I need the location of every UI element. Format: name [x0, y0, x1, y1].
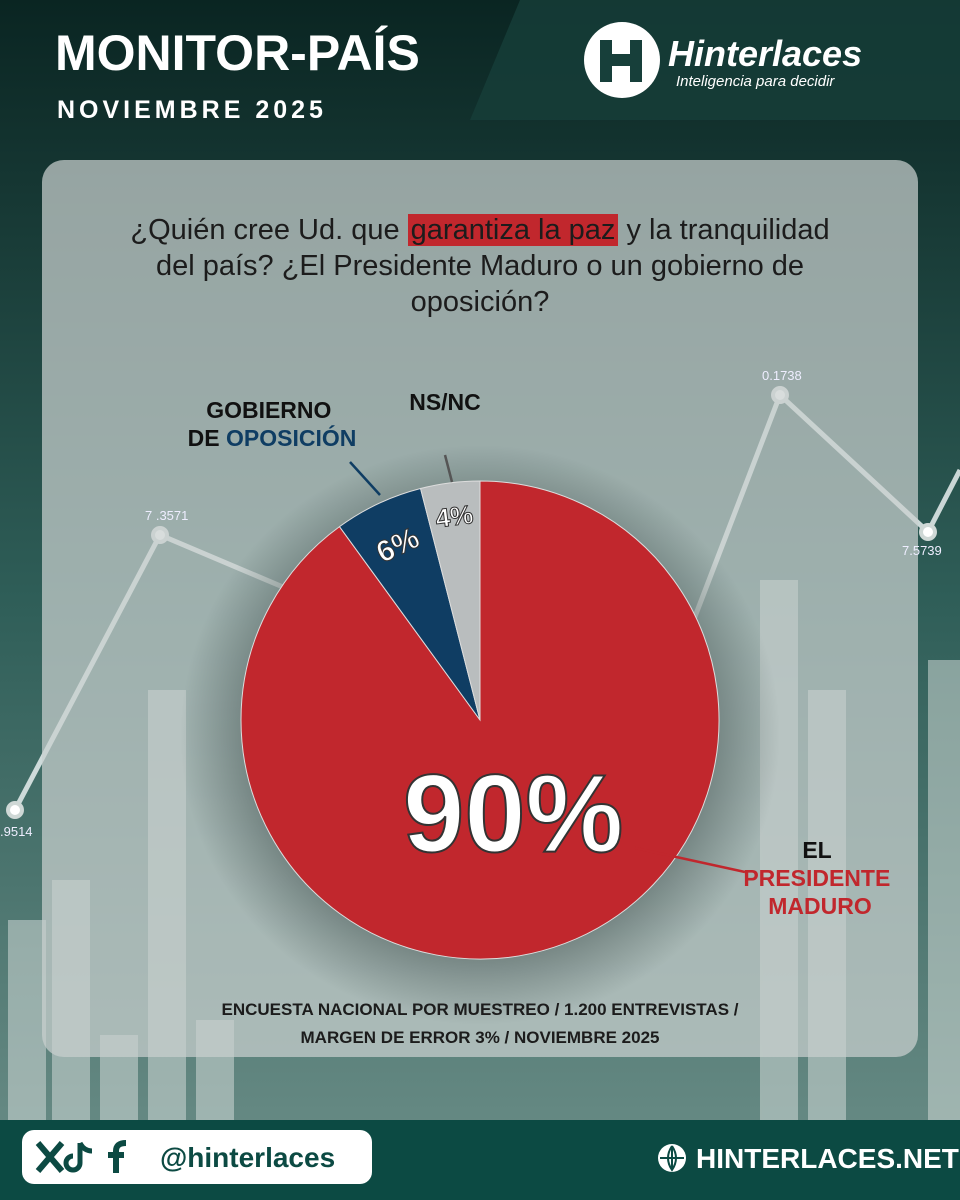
pie-slice	[419, 480, 481, 721]
category-label: EL PRESIDENTE MADURO	[743, 837, 896, 919]
note-line: MARGEN DE ERROR 3% / NOVIEMBRE 2025	[301, 1028, 660, 1047]
bg-label: 0.1738	[762, 368, 802, 383]
header-title: MONITOR-PAÍS	[55, 25, 420, 81]
header-subtitle: NOVIEMBRE 2025	[57, 96, 327, 124]
callout-line	[443, 454, 454, 483]
x-icon[interactable]	[35, 1141, 65, 1173]
category-label: NS/NC	[409, 389, 481, 415]
bg-label: 7 .3571	[145, 508, 188, 523]
value-label: 90%	[403, 752, 623, 875]
bg-label: 7.5739	[902, 543, 942, 558]
social-pill[interactable]	[22, 1130, 372, 1184]
globe-lines	[660, 1145, 684, 1172]
question-part: ¿Quién cree Ud. que	[130, 214, 400, 246]
logo-name: Hinterlaces	[668, 33, 862, 74]
callout-line	[349, 461, 381, 496]
bg-label: .9514	[0, 824, 33, 839]
facebook-icon[interactable]	[108, 1140, 127, 1173]
logo-tagline: Inteligencia para decidir	[676, 73, 835, 90]
header-band	[470, 0, 960, 120]
question: ¿Quién cree Ud. que garantiza la paz y l…	[110, 212, 850, 320]
logo-h	[600, 40, 642, 82]
question-highlight: garantiza la paz	[407, 214, 619, 246]
value-label: 4%	[434, 499, 475, 533]
note-line: ENCUESTA NACIONAL POR MUESTREO / 1.200 E…	[221, 1000, 738, 1019]
tiktok-icon[interactable]	[63, 1141, 93, 1173]
social-handle[interactable]: @hinterlaces	[160, 1142, 335, 1173]
callout-line	[634, 846, 746, 874]
website[interactable]: HINTERLACES.NET	[696, 1143, 959, 1174]
category-label: GOBIERNO DE OPOSICIÓN	[188, 397, 357, 451]
question-part: y la tranquilidad del país? ¿El Presiden…	[155, 214, 830, 318]
